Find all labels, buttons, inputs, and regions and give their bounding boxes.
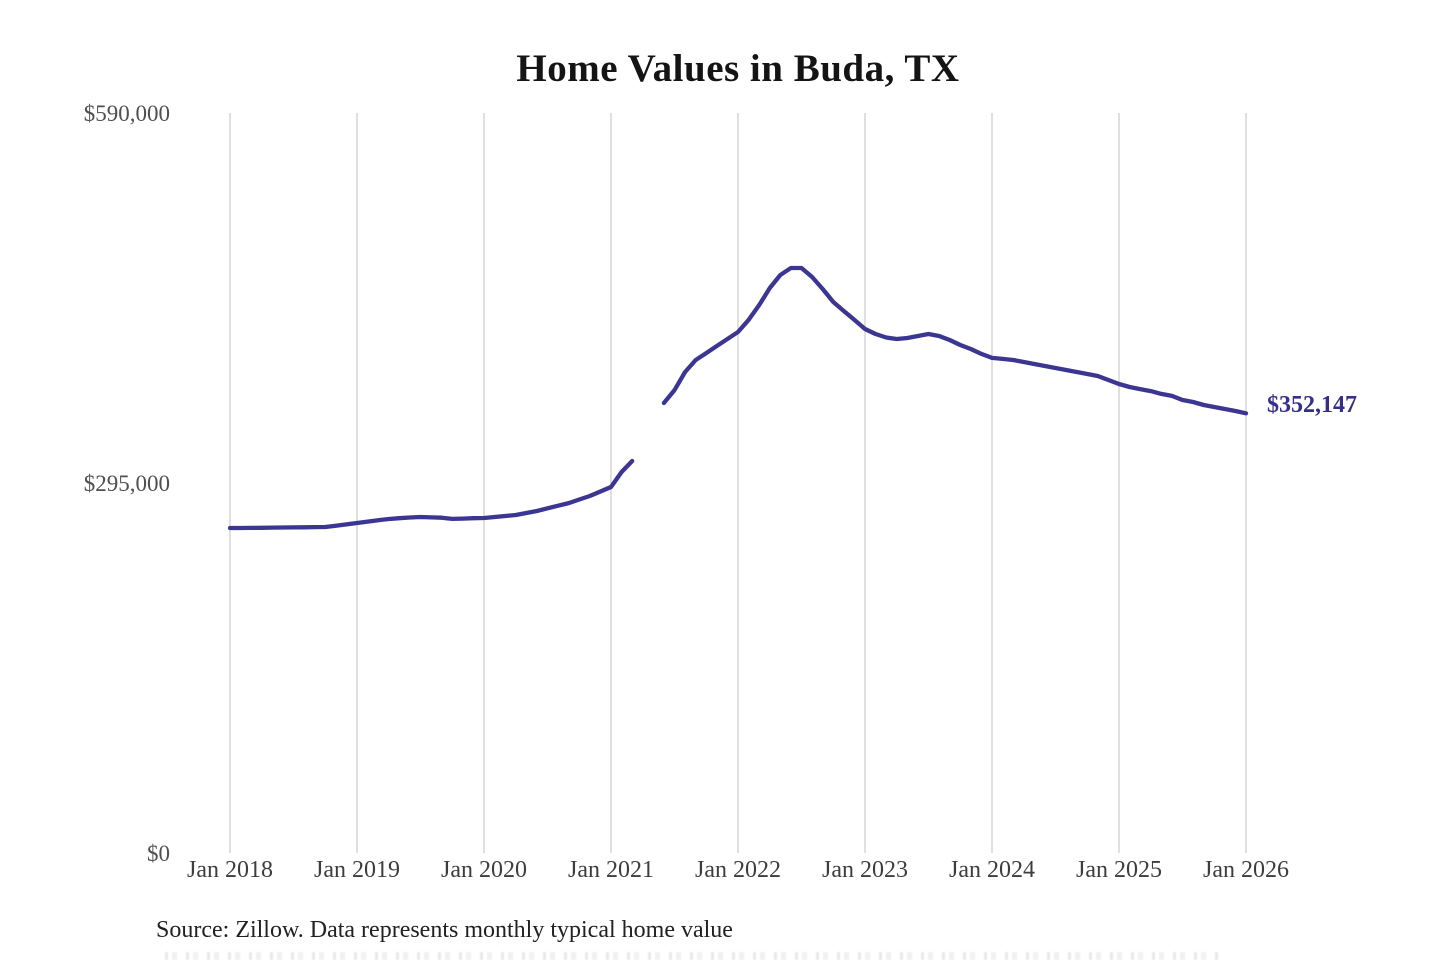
x-axis-tick-label: Jan 2021	[568, 857, 654, 883]
chart-title: Home Values in Buda, TX	[516, 47, 960, 90]
x-axis-tick-label: Jan 2024	[949, 857, 1035, 883]
cropped-text-remnant	[165, 952, 1220, 960]
home-value-line	[661, 265, 1249, 416]
latest-value-label: $352,147	[1267, 392, 1357, 418]
source-note: Source: Zillow. Data represents monthly …	[156, 917, 733, 943]
y-axis-tick-label: $590,000	[83, 101, 170, 126]
x-axis-tick-label: Jan 2018	[187, 857, 273, 883]
x-axis-tick-label: Jan 2020	[441, 857, 527, 883]
x-axis-tick-label: Jan 2026	[1203, 857, 1289, 883]
y-axis-tick-label: $295,000	[83, 471, 170, 496]
x-axis-labels: Jan 2018 Jan 2019 Jan 2020 Jan 2021 Jan 2022…	[0, 857, 1440, 889]
x-axis-tick-label: Jan 2022	[695, 857, 781, 883]
x-axis-tick-label: Jan 2025	[1076, 857, 1162, 883]
y-axis-tick-label: $0	[147, 841, 170, 866]
x-axis-tick-label: Jan 2023	[822, 857, 908, 883]
home-value-line	[227, 458, 635, 531]
x-axis-tick-label: Jan 2019	[314, 857, 400, 883]
